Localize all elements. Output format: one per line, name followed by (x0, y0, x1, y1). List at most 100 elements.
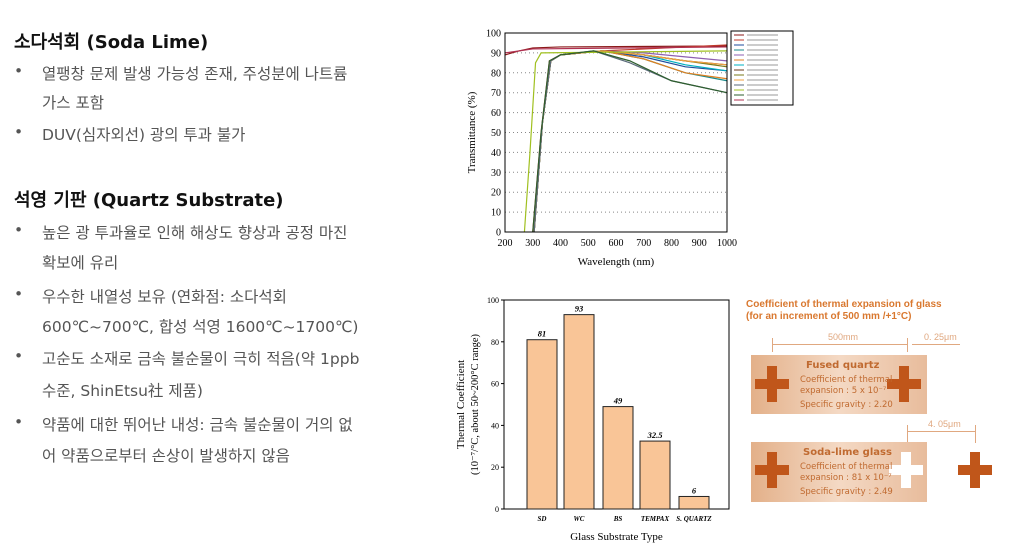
series-line (533, 50, 728, 233)
dimension-line-soda (907, 431, 975, 432)
y-tick-label: 40 (491, 148, 501, 159)
series-line (532, 50, 728, 233)
bullet-dot: • (14, 285, 24, 303)
bar (678, 495, 710, 510)
y-tick-label: 0 (495, 505, 499, 514)
bar-value-label: 81 (538, 329, 547, 339)
x-tick-label: SD (538, 515, 547, 523)
bullet-text: 열팽창 문제 발생 가능성 존재, 주성분에 나트륨 (42, 65, 348, 83)
y-tick-label: 50 (491, 128, 501, 139)
dimension-line-quartz (912, 344, 960, 345)
cross-marker-icon (755, 366, 789, 402)
x-tick-label: TEMPAX (641, 515, 670, 523)
transmittance-chart: 0 10 20 30 40 50 60 70 80 90 100 200 300 400 500 600 700… (466, 29, 794, 268)
cross-marker-ghost-icon (889, 452, 923, 488)
bullet-text: 확보에 유리 (42, 254, 119, 272)
y-axis-label: Thermal Coefficient (455, 360, 467, 449)
bar-value-label: 32.5 (647, 430, 664, 440)
plot-frame (504, 32, 728, 233)
series-line (533, 50, 728, 233)
series-line (504, 45, 728, 56)
y-tick-label: 20 (491, 463, 499, 472)
x-tick-label: 900 (692, 238, 707, 249)
heading-quartz: 석영 기판 (Quartz Substrate) (14, 190, 284, 211)
bullet-text: DUV(심자외선) 광의 투과 불가 (42, 126, 246, 144)
dim-tick (772, 338, 773, 352)
bullet-text: 고순도 소재로 금속 불순물이 극히 적음(약 1ppb (42, 350, 360, 368)
dim-tick (907, 425, 908, 443)
x-tick-label: 800 (664, 238, 679, 249)
y-tick-label: 20 (491, 188, 501, 199)
y-tick-label: 80 (491, 338, 499, 347)
y-tick-label: 80 (491, 68, 501, 79)
y-tick-label: 100 (487, 296, 499, 305)
series-line (523, 50, 728, 233)
bar-value-label: 93 (575, 304, 584, 314)
bullet-dot: • (14, 413, 24, 431)
dim-500-label: 500mm (828, 332, 859, 342)
x-tick-label: BS (613, 515, 623, 523)
x-tick-label: 700 (636, 238, 651, 249)
bullet-dot: • (14, 347, 24, 365)
x-tick-label: 600 (609, 238, 624, 249)
x-axis-label: Wavelength (nm) (578, 256, 655, 268)
bar (563, 314, 595, 510)
bar (639, 440, 671, 510)
bullet-text: 높은 광 투과율로 인해 해상도 향상과 공정 마진 (42, 224, 348, 242)
y-tick-label: 30 (491, 168, 501, 179)
x-tick-label: 300 (525, 238, 540, 249)
x-tick-label: S. QUARTZ (676, 515, 712, 523)
bullet-text: 어 약품으로부터 손상이 발생하지 않음 (42, 447, 290, 465)
y-tick-label: 60 (491, 108, 501, 119)
series-line (533, 50, 728, 233)
dim-tick (975, 425, 976, 443)
x-tick-label: WC (574, 515, 585, 523)
fused-quartz-name: Fused quartz (806, 360, 880, 371)
bar-value-label: 6 (692, 485, 697, 495)
soda-line3: Specific gravity : 2.49 (800, 487, 893, 497)
cross-marker-icon (958, 452, 992, 488)
bar-value-label: 49 (613, 396, 623, 406)
y-tick-label: 0 (496, 228, 501, 239)
series-line (533, 50, 728, 233)
bullet-dot: • (14, 62, 24, 80)
bullet-text: 우수한 내열성 보유 (연화점: 소다석회 (42, 288, 287, 306)
bullet-dot: • (14, 221, 24, 239)
x-tick-label: 400 (553, 238, 568, 249)
x-tick-label: 200 (498, 238, 513, 249)
diagram-title-line1: Coefficient of thermal expansion of glas… (746, 299, 942, 310)
y-tick-label: 90 (491, 48, 501, 59)
series-line (533, 50, 728, 233)
dim-quartz-label: 0. 25μm (924, 332, 957, 342)
quartz-line1: Coefficient of thermal (800, 375, 893, 385)
dim-tick (907, 338, 908, 352)
soda-lime-name: Soda-lime glass (803, 447, 892, 458)
dimension-line-500 (772, 344, 907, 345)
diagram-title: Coefficient of thermal expansion of glas… (746, 299, 942, 323)
soda-line1: Coefficient of thermal (800, 462, 893, 472)
y-tick-label: 70 (491, 88, 501, 99)
x-axis-label: Glass Substrate Type (570, 531, 663, 543)
x-tick-label: 500 (581, 238, 596, 249)
quartz-line3: Specific gravity : 2.20 (800, 400, 893, 410)
bullet-text: 600℃~700℃, 합성 석영 1600℃~1700℃) (42, 318, 359, 336)
bullet-text: 수준, ShinEtsu社 제품) (42, 382, 203, 400)
diagram-title-line2: (for an increment of 500 mm /+1°C) (746, 311, 912, 322)
y-tick-label: 60 (491, 380, 499, 389)
cross-marker-icon (755, 452, 789, 488)
y-tick-label: 40 (491, 421, 499, 430)
y-tick-label: 10 (491, 208, 501, 219)
y-axis-label-units: (10⁻⁷/°C, about 50~200°C range) (470, 333, 481, 475)
bullet-text: 가스 포함 (42, 94, 104, 112)
bullet-text: 약품에 대한 뛰어난 내성: 금속 불순물이 거의 없 (42, 416, 353, 434)
series-line (504, 46, 728, 54)
bullet-dot: • (14, 123, 24, 141)
thermal-coefficient-chart: 0 20 40 60 80 100 81 SD 93 WC 49 BS 32.5 TEMPAX 6 S. QU… (455, 296, 730, 543)
bar (602, 406, 634, 510)
series-line (533, 50, 728, 233)
y-tick-label: 100 (486, 29, 501, 40)
cross-marker-icon (887, 366, 921, 402)
y-axis-label: Transmittance (%) (466, 91, 478, 173)
series-line (533, 50, 728, 233)
series-line (533, 50, 728, 233)
